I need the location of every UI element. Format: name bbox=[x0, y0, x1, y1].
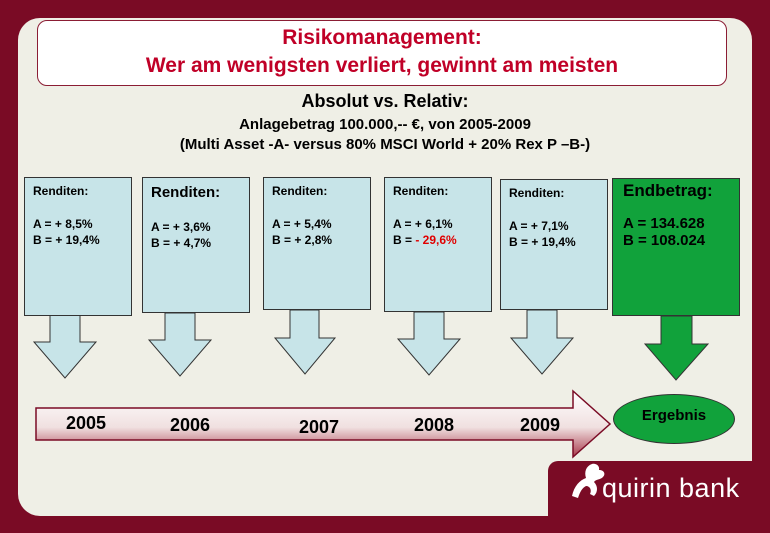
returns-header: Renditen: bbox=[393, 184, 449, 198]
endbetrag-a: A = 134.628 bbox=[623, 215, 705, 232]
logo-text: quirin bank bbox=[602, 473, 740, 503]
down-arrow-2009 bbox=[509, 309, 575, 375]
title-line-2: Wer am wenigsten verliert, gewinnt am me… bbox=[145, 54, 619, 77]
down-arrow-endbetrag bbox=[643, 315, 710, 381]
down-arrow-2005 bbox=[32, 314, 98, 379]
year-label-2006: 2006 bbox=[170, 415, 211, 435]
title-box: Risikomanagement: Wer am wenigsten verli… bbox=[37, 20, 727, 86]
timeline-arrow bbox=[35, 389, 612, 459]
return-b: B = + 2,8% bbox=[272, 233, 333, 247]
returns-header: Renditen: bbox=[272, 184, 328, 198]
year-label-2007: 2007 bbox=[299, 417, 340, 437]
returns-box-2007: Renditen: A = + 5,4% B = + 2,8% bbox=[263, 177, 371, 310]
returns-box-2008: Renditen: A = + 6,1% B = - 29,6% bbox=[384, 177, 492, 312]
return-a: A = + 3,6% bbox=[151, 220, 211, 234]
return-b: B = - 29,6% bbox=[393, 233, 457, 247]
year-label-2008: 2008 bbox=[414, 415, 455, 435]
down-arrow-2007 bbox=[273, 309, 337, 375]
return-b: B = + 19,4% bbox=[33, 233, 100, 247]
returns-header: Renditen: bbox=[33, 184, 89, 198]
endbetrag-header: Endbetrag: bbox=[623, 181, 713, 200]
return-b: B = + 4,7% bbox=[151, 236, 212, 250]
negative-return: - 29,6% bbox=[415, 233, 457, 247]
return-b: B = + 19,4% bbox=[509, 235, 576, 249]
returns-header: Renditen: bbox=[151, 184, 221, 201]
returns-box-2006: Renditen: A = + 3,6% B = + 4,7% bbox=[142, 177, 250, 313]
subtitle-comparison: (Multi Asset -A- versus 80% MSCI World +… bbox=[179, 136, 591, 153]
title-line-1: Risikomanagement: bbox=[282, 26, 482, 49]
endbetrag-box: Endbetrag: A = 134.628 B = 108.024 bbox=[612, 178, 740, 316]
returns-box-2009: Renditen: A = + 7,1% B = + 19,4% bbox=[500, 179, 608, 310]
returns-header: Renditen: bbox=[509, 186, 565, 200]
year-label-2005: 2005 bbox=[66, 413, 107, 433]
down-arrow-2008 bbox=[396, 311, 462, 376]
subtitle-heading: Absolut vs. Relativ: bbox=[301, 91, 469, 111]
return-a: A = + 7,1% bbox=[509, 219, 569, 233]
subtitle-investment: Anlagebetrag 100.000,-- €, von 2005-2009 bbox=[239, 116, 531, 133]
year-label-2009: 2009 bbox=[520, 415, 561, 435]
ergebnis-oval: Ergebnis bbox=[613, 394, 735, 444]
bull-logo-icon bbox=[572, 463, 605, 498]
return-a: A = + 5,4% bbox=[272, 217, 332, 231]
endbetrag-b: B = 108.024 bbox=[623, 232, 706, 249]
return-a: A = + 8,5% bbox=[33, 217, 93, 231]
returns-box-2005: Renditen: A = + 8,5% B = + 19,4% bbox=[24, 177, 132, 316]
down-arrow-2006 bbox=[147, 312, 213, 377]
return-a: A = + 6,1% bbox=[393, 217, 453, 231]
